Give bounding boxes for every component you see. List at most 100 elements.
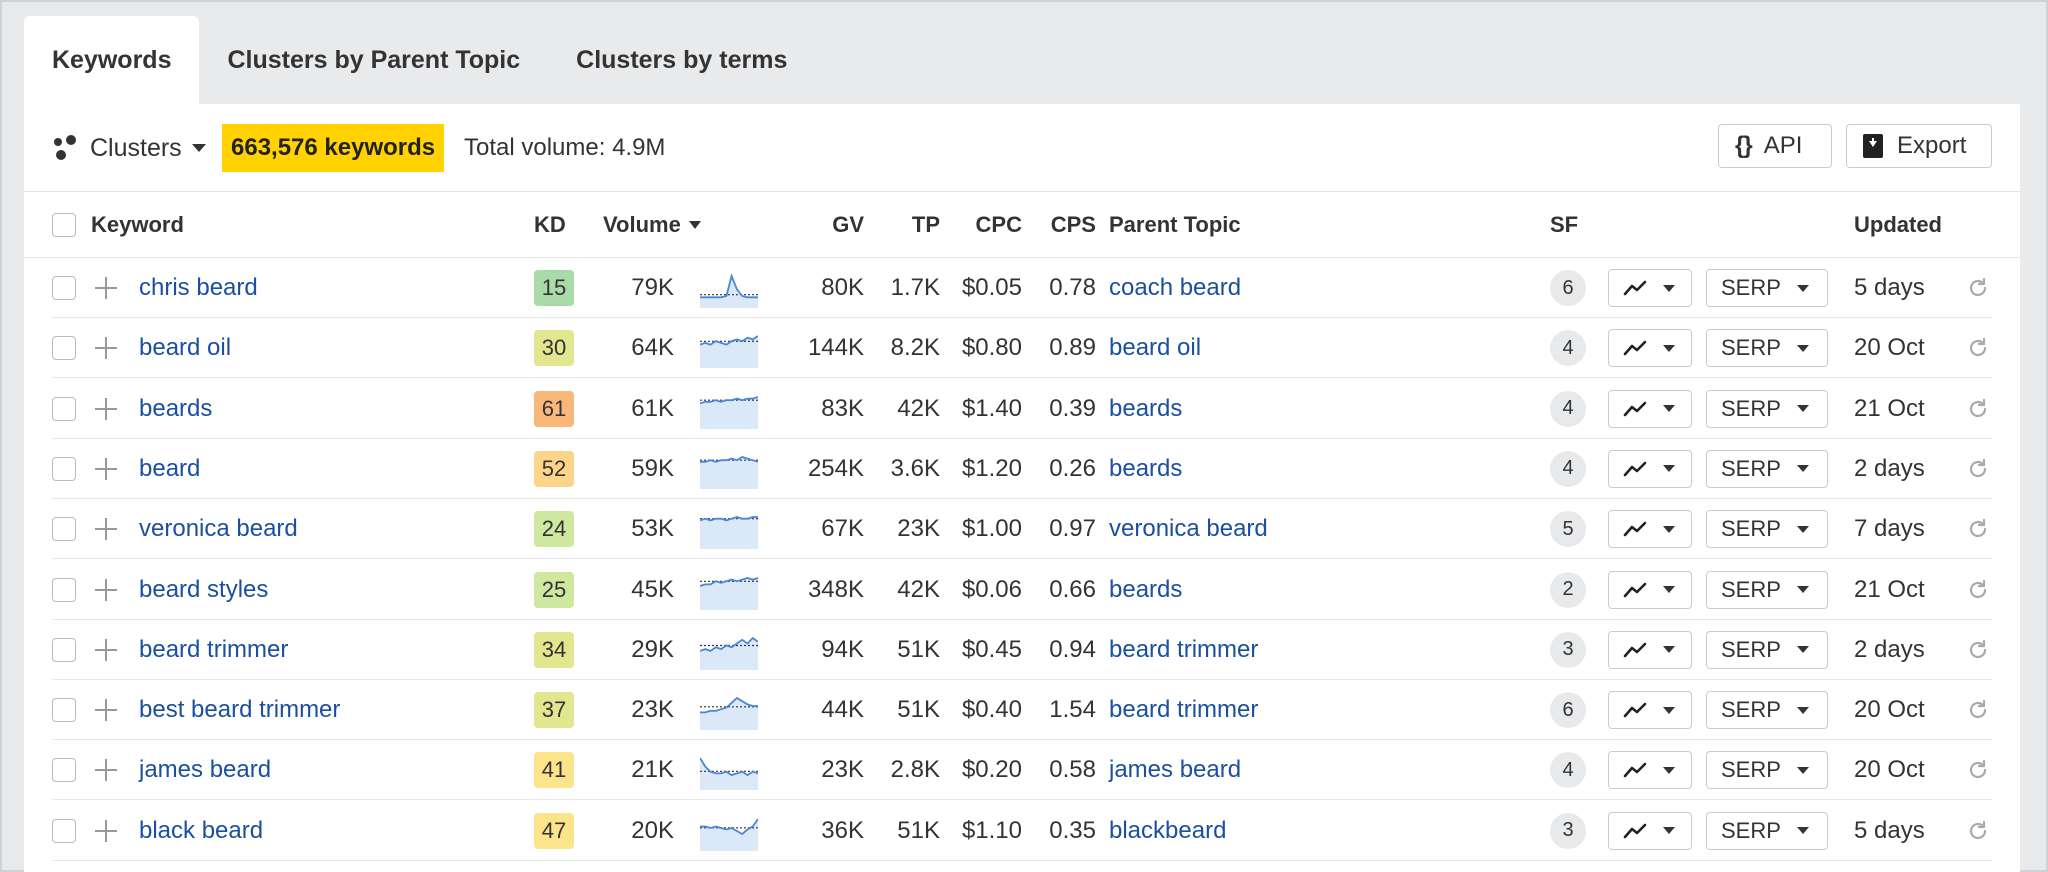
sf-count-badge[interactable]: 3 xyxy=(1550,631,1586,668)
gv-cell: 94K xyxy=(821,635,864,663)
chart-dropdown-button[interactable] xyxy=(1608,570,1692,609)
sf-count-badge[interactable]: 4 xyxy=(1550,390,1586,427)
trend-line-icon xyxy=(1623,521,1647,537)
parent-topic-link[interactable]: beards xyxy=(1109,394,1183,422)
chart-dropdown-button[interactable] xyxy=(1608,389,1692,428)
select-all-checkbox[interactable] xyxy=(52,213,76,237)
parent-topic-link[interactable]: beard oil xyxy=(1109,334,1202,362)
parent-topic-link[interactable]: blackbeard xyxy=(1109,816,1227,844)
chart-dropdown-button[interactable] xyxy=(1608,329,1692,368)
plus-icon[interactable] xyxy=(95,518,117,541)
keyword-link[interactable]: chris beard xyxy=(139,274,258,301)
refresh-icon[interactable] xyxy=(1966,758,1990,782)
chart-dropdown-button[interactable] xyxy=(1608,751,1692,790)
keyword-link[interactable]: beard oil xyxy=(139,334,232,362)
plus-icon[interactable] xyxy=(95,699,117,722)
row-checkbox[interactable] xyxy=(52,276,76,300)
sf-count-badge[interactable]: 5 xyxy=(1550,511,1586,548)
refresh-icon[interactable] xyxy=(1966,638,1990,662)
serp-dropdown-button[interactable]: SERP xyxy=(1706,630,1828,669)
refresh-icon[interactable] xyxy=(1966,397,1990,421)
row-checkbox[interactable] xyxy=(52,456,76,481)
tab-keywords[interactable]: Keywords xyxy=(24,16,200,104)
plus-icon[interactable] xyxy=(95,578,117,601)
keyword-link[interactable]: beard trimmer xyxy=(139,635,289,663)
clusters-dropdown[interactable]: Clusters xyxy=(52,126,206,170)
sf-count-badge[interactable]: 2 xyxy=(1550,571,1586,608)
refresh-icon[interactable] xyxy=(1966,698,1990,722)
row-checkbox[interactable] xyxy=(52,758,76,783)
row-checkbox[interactable] xyxy=(52,336,76,361)
tab-clusters-by-terms[interactable]: Clusters by terms xyxy=(576,45,788,74)
parent-topic-link[interactable]: veronica beard xyxy=(1109,515,1268,543)
plus-icon[interactable] xyxy=(95,759,117,782)
parent-topic-link[interactable]: beard trimmer xyxy=(1109,696,1259,724)
sf-count-badge[interactable]: 4 xyxy=(1550,450,1586,487)
row-checkbox[interactable] xyxy=(52,637,76,662)
refresh-icon[interactable] xyxy=(1966,457,1990,481)
plus-icon[interactable] xyxy=(95,819,117,842)
plus-icon[interactable] xyxy=(95,457,117,480)
row-checkbox[interactable] xyxy=(52,577,76,602)
keyword-link[interactable]: beard styles xyxy=(139,575,269,603)
header-cps[interactable]: CPS xyxy=(1050,212,1096,237)
parent-topic-link[interactable]: beards xyxy=(1109,454,1183,482)
header-volume[interactable]: Volume xyxy=(603,192,701,258)
serp-dropdown-button[interactable]: SERP xyxy=(1706,811,1828,850)
chart-dropdown-button[interactable] xyxy=(1608,449,1692,488)
serp-dropdown-button[interactable]: SERP xyxy=(1706,389,1828,428)
plus-icon[interactable] xyxy=(95,337,117,360)
serp-dropdown-button[interactable]: SERP xyxy=(1706,329,1828,368)
row-checkbox[interactable] xyxy=(52,698,76,723)
serp-dropdown-button[interactable]: SERP xyxy=(1706,570,1828,609)
serp-dropdown-button[interactable]: SERP xyxy=(1706,751,1828,790)
plus-icon[interactable] xyxy=(95,277,117,299)
tab-clusters-by-parent-topic[interactable]: Clusters by Parent Topic xyxy=(227,45,521,74)
keyword-link[interactable]: beards xyxy=(139,394,213,422)
refresh-icon[interactable] xyxy=(1966,578,1990,602)
keyword-link[interactable]: best beard trimmer xyxy=(139,696,341,724)
header-gv[interactable]: GV xyxy=(832,212,864,237)
header-tp[interactable]: TP xyxy=(911,212,940,237)
sf-count-badge[interactable]: 6 xyxy=(1550,270,1586,306)
chart-dropdown-button[interactable] xyxy=(1608,811,1692,850)
header-sf[interactable]: SF xyxy=(1550,212,1579,237)
trend-cell xyxy=(700,499,758,559)
serp-dropdown-button[interactable]: SERP xyxy=(1706,691,1828,730)
sf-count-badge[interactable]: 6 xyxy=(1550,692,1586,729)
refresh-icon[interactable] xyxy=(1966,517,1990,541)
row-checkbox[interactable] xyxy=(52,517,76,542)
plus-icon[interactable] xyxy=(95,397,117,420)
row-checkbox[interactable] xyxy=(52,396,76,421)
keyword-link[interactable]: beard xyxy=(139,454,201,482)
parent-topic-link[interactable]: beards xyxy=(1109,575,1183,603)
header-parent-topic[interactable]: Parent Topic xyxy=(1109,212,1241,237)
header-cpc[interactable]: CPC xyxy=(975,212,1022,237)
parent-topic-link[interactable]: beard trimmer xyxy=(1109,635,1259,663)
header-kd[interactable]: KD xyxy=(534,212,566,237)
parent-topic-link[interactable]: james beard xyxy=(1109,756,1242,784)
chart-dropdown-button[interactable] xyxy=(1608,269,1692,307)
sf-count-badge[interactable]: 4 xyxy=(1550,330,1586,367)
export-button[interactable]: Export xyxy=(1846,124,1992,168)
sf-count-badge[interactable]: 3 xyxy=(1550,812,1586,849)
refresh-icon[interactable] xyxy=(1966,276,1990,300)
chart-dropdown-button[interactable] xyxy=(1608,630,1692,669)
keyword-link[interactable]: james beard xyxy=(139,756,272,784)
serp-dropdown-button[interactable]: SERP xyxy=(1706,449,1828,488)
keyword-link[interactable]: veronica beard xyxy=(139,515,298,543)
chart-dropdown-button[interactable] xyxy=(1608,691,1692,730)
serp-dropdown-button[interactable]: SERP xyxy=(1706,269,1828,307)
plus-icon[interactable] xyxy=(95,638,117,661)
sf-count-badge[interactable]: 4 xyxy=(1550,752,1586,789)
api-button[interactable]: {} API xyxy=(1718,124,1832,168)
refresh-icon[interactable] xyxy=(1966,336,1990,360)
parent-topic-link[interactable]: coach beard xyxy=(1109,274,1242,301)
keyword-link[interactable]: black beard xyxy=(139,816,264,844)
header-updated[interactable]: Updated xyxy=(1854,212,1942,237)
chart-dropdown-button[interactable] xyxy=(1608,510,1692,549)
serp-dropdown-button[interactable]: SERP xyxy=(1706,510,1828,549)
refresh-icon[interactable] xyxy=(1966,819,1990,843)
row-checkbox[interactable] xyxy=(52,818,76,843)
header-keyword[interactable]: Keyword xyxy=(91,212,184,237)
